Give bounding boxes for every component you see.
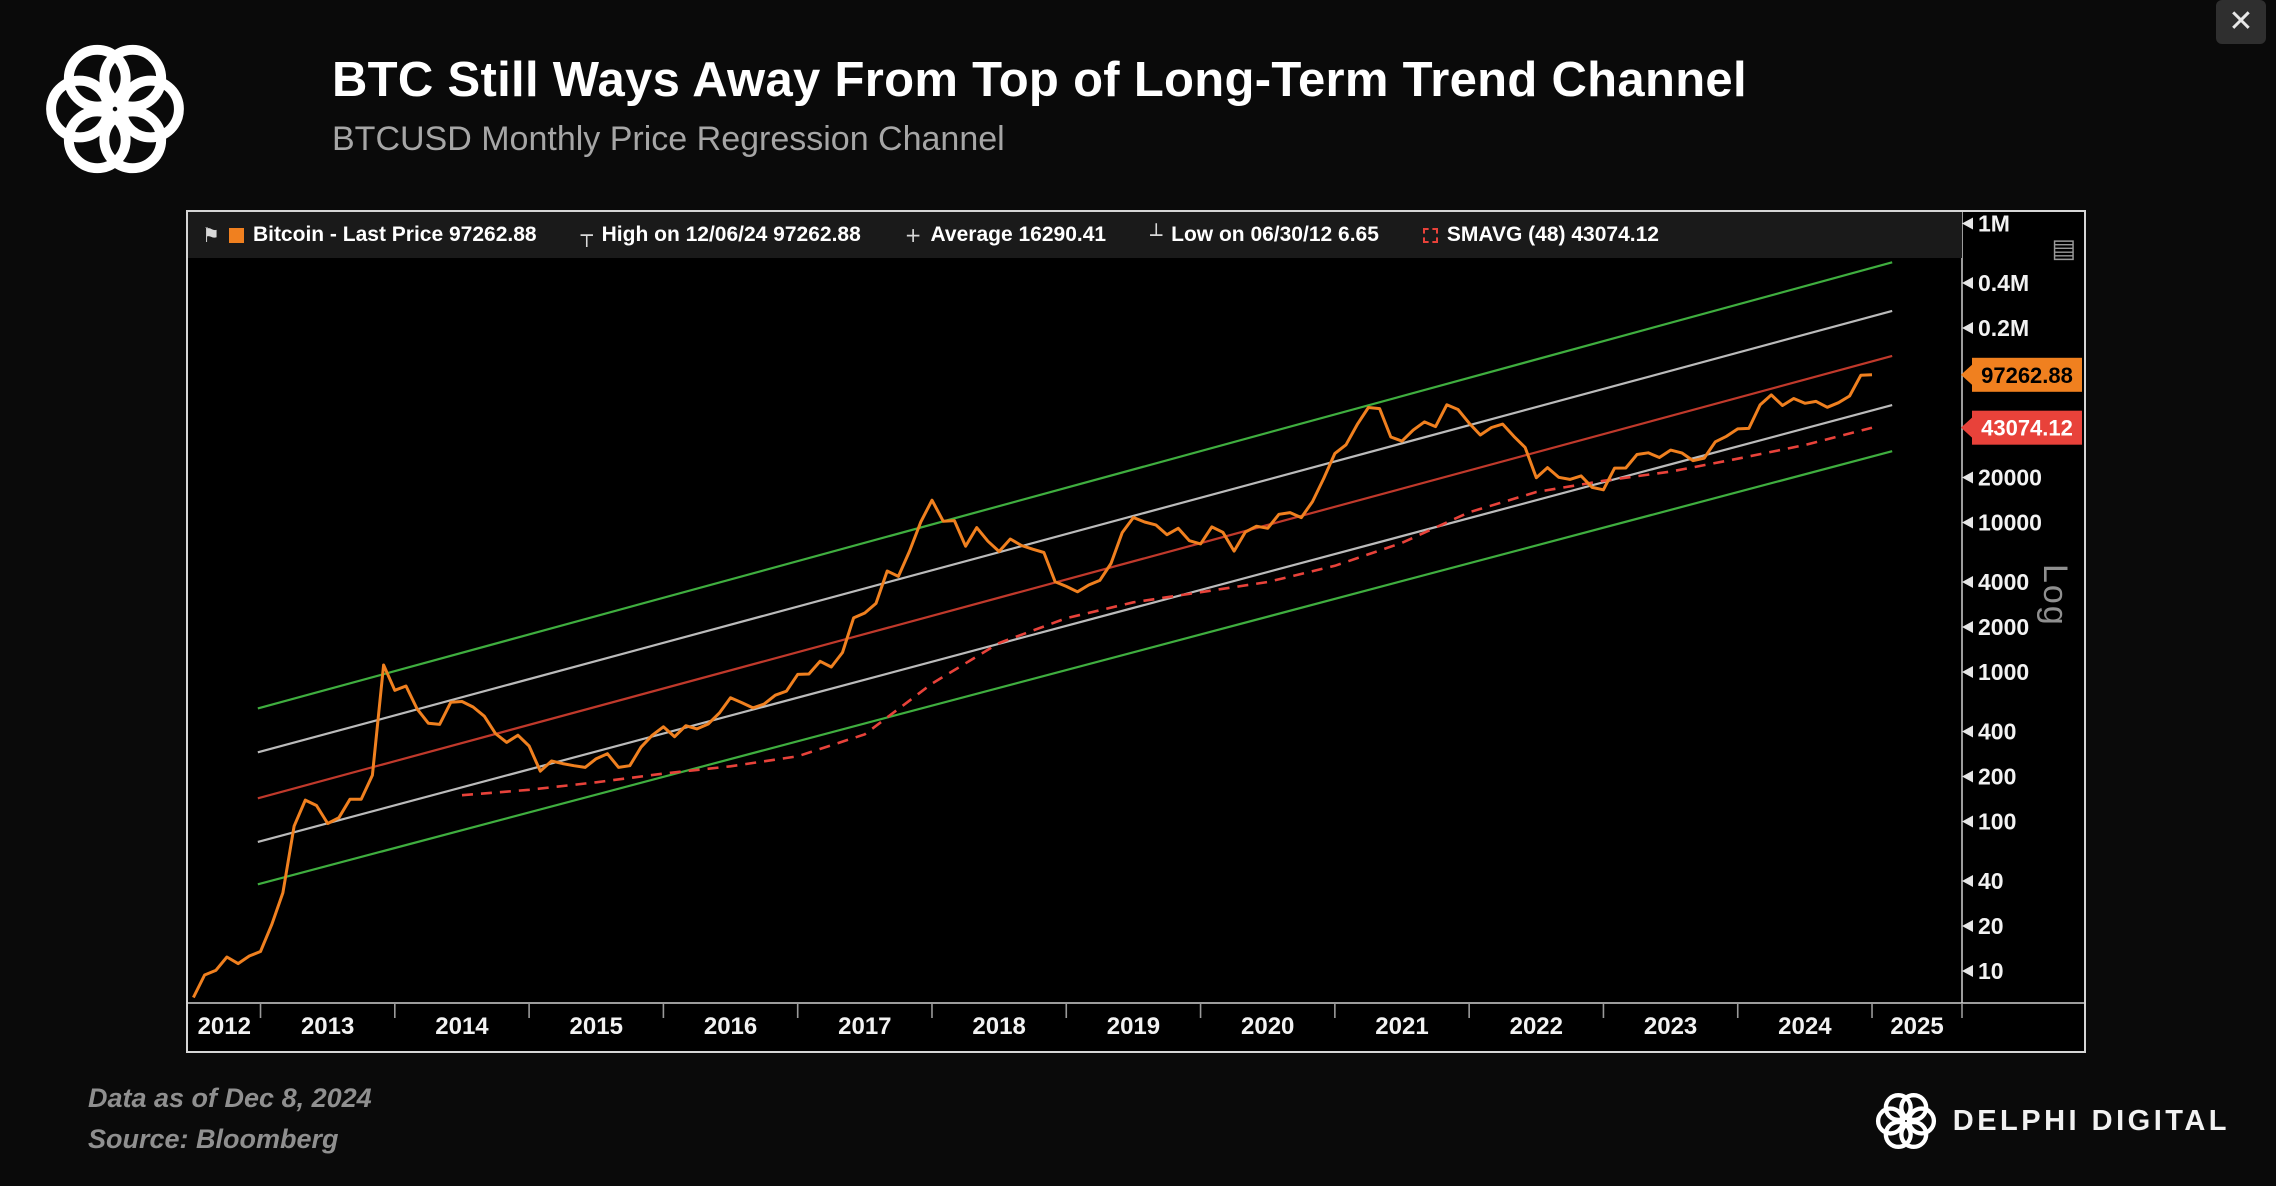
smavg-swatch-icon bbox=[1422, 227, 1438, 243]
svg-text:2023: 2023 bbox=[1644, 1013, 1697, 1040]
svg-text:2014: 2014 bbox=[435, 1013, 489, 1040]
svg-text:0.4M: 0.4M bbox=[1978, 270, 2029, 296]
svg-text:2024: 2024 bbox=[1778, 1013, 1832, 1040]
close-icon[interactable]: ✕ bbox=[2216, 0, 2266, 44]
svg-text:97262.88: 97262.88 bbox=[1981, 363, 2073, 388]
page-subtitle: BTCUSD Monthly Price Regression Channel bbox=[332, 120, 1005, 158]
high-marker-icon: ┬ bbox=[580, 223, 593, 247]
svg-text:2017: 2017 bbox=[838, 1013, 891, 1040]
source-note: Source: Bloomberg bbox=[88, 1123, 339, 1154]
svg-text:400: 400 bbox=[1978, 718, 2016, 744]
svg-text:2018: 2018 bbox=[972, 1013, 1025, 1040]
svg-text:40: 40 bbox=[1978, 868, 2004, 894]
svg-text:2016: 2016 bbox=[704, 1013, 757, 1040]
legend-item: ┴ Low on 06/30/12 6.65 bbox=[1150, 223, 1379, 247]
legend-label: Low on 06/30/12 6.65 bbox=[1171, 223, 1379, 246]
svg-text:1000: 1000 bbox=[1978, 659, 2029, 685]
legend-item: + Average 16290.41 bbox=[905, 223, 1106, 247]
svg-text:1M: 1M bbox=[1978, 212, 2010, 237]
delphi-logo-icon bbox=[44, 38, 186, 180]
header: BTC Still Ways Away From Top of Long-Ter… bbox=[332, 52, 1747, 159]
bloomberg-chart: 2012 2013 2014 2015 2016 2017 2018 2019 2020 2021… bbox=[186, 210, 2086, 1053]
legend-label: SMAVG (48) 43074.12 bbox=[1446, 223, 1659, 246]
page-title: BTC Still Ways Away From Top of Long-Ter… bbox=[332, 53, 1747, 107]
svg-text:10: 10 bbox=[1978, 958, 2004, 984]
svg-text:20000: 20000 bbox=[1978, 464, 2042, 490]
svg-text:2013: 2013 bbox=[301, 1013, 354, 1040]
svg-text:4000: 4000 bbox=[1978, 569, 2029, 595]
series-swatch-icon bbox=[228, 227, 244, 243]
legend-item: ┬ High on 12/06/24 97262.88 bbox=[581, 223, 861, 247]
legend-item: ⚑ Bitcoin - Last Price 97262.88 bbox=[202, 223, 537, 247]
pin-icon: ⚑ bbox=[202, 223, 220, 247]
legend-item: SMAVG (48) 43074.12 bbox=[1422, 223, 1659, 247]
average-marker-icon: + bbox=[904, 223, 922, 247]
delphi-brand-icon bbox=[1875, 1090, 1937, 1152]
svg-text:2000: 2000 bbox=[1978, 614, 2029, 640]
svg-text:Log: Log bbox=[2036, 564, 2074, 627]
svg-text:100: 100 bbox=[1978, 809, 2016, 835]
svg-text:2022: 2022 bbox=[1510, 1013, 1563, 1040]
svg-text:2012: 2012 bbox=[198, 1013, 251, 1040]
legend-label: High on 12/06/24 97262.88 bbox=[601, 223, 861, 246]
legend-label: Bitcoin - Last Price 97262.88 bbox=[252, 223, 537, 246]
brand: DELPHI DIGITAL bbox=[1875, 1090, 2230, 1152]
svg-text:0.2M: 0.2M bbox=[1978, 315, 2029, 341]
svg-text:10000: 10000 bbox=[1978, 510, 2042, 536]
chart-canvas: 2012 2013 2014 2015 2016 2017 2018 2019 2020 2021… bbox=[188, 212, 2084, 1040]
chart-menu-icon[interactable]: ▤ bbox=[2051, 234, 2076, 264]
brand-name: DELPHI DIGITAL bbox=[1952, 1104, 2230, 1137]
footnote: Data as of Dec 8, 2024 Source: Bloomberg bbox=[88, 1078, 372, 1159]
legend-label: Average 16290.41 bbox=[930, 223, 1107, 246]
svg-text:200: 200 bbox=[1978, 763, 2016, 789]
data-as-of-note: Data as of Dec 8, 2024 bbox=[88, 1083, 372, 1113]
svg-text:2015: 2015 bbox=[570, 1013, 623, 1040]
svg-text:2025: 2025 bbox=[1890, 1013, 1943, 1040]
svg-text:43074.12: 43074.12 bbox=[1981, 416, 2073, 441]
chart-legend: ⚑ Bitcoin - Last Price 97262.88 ┬ High on 1… bbox=[188, 212, 1962, 258]
low-marker-icon: ┴ bbox=[1150, 223, 1163, 247]
svg-text:2019: 2019 bbox=[1107, 1013, 1160, 1040]
svg-text:2020: 2020 bbox=[1241, 1013, 1294, 1040]
svg-text:2021: 2021 bbox=[1375, 1013, 1428, 1040]
svg-text:20: 20 bbox=[1978, 913, 2004, 939]
